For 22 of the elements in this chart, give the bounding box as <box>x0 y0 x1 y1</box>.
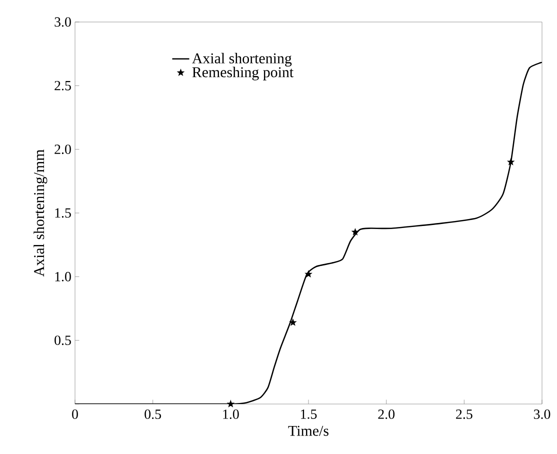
y-tick-label: 2.0 <box>54 144 71 154</box>
x-tick-label: 2.5 <box>456 410 472 419</box>
y-tick-label: 0.5 <box>54 336 71 346</box>
x-tick-label: 1.5 <box>301 410 317 419</box>
x-axis-title: Time/s <box>288 426 328 436</box>
y-tick-label: 3.0 <box>54 17 71 27</box>
y-axis-title: Axial shortening/mm <box>34 150 48 277</box>
x-tick-label: 0.5 <box>144 410 162 419</box>
y-tick-label: 1.5 <box>55 208 71 218</box>
y-tick-label: 2.5 <box>54 80 71 90</box>
x-tick-label: 3.0 <box>534 410 550 419</box>
point <box>352 228 358 235</box>
y-tick-label: 1.0 <box>55 272 71 282</box>
legend-label: Axial shortening <box>192 52 292 67</box>
x-tick-label: 1.0 <box>223 410 239 419</box>
legend-label: Remeshing point <box>192 66 294 80</box>
point <box>290 319 296 326</box>
point <box>305 270 312 277</box>
x-tick-label: 0 <box>72 410 78 419</box>
point <box>508 158 514 165</box>
x-tick-label: 2.0 <box>378 410 395 419</box>
point <box>227 400 234 407</box>
